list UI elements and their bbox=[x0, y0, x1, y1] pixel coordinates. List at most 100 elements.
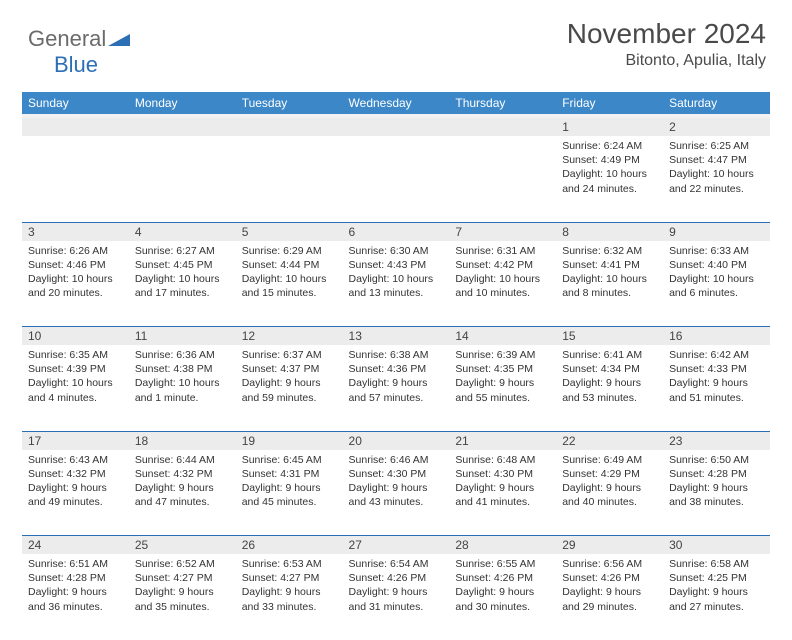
sunrise-line: Sunrise: 6:39 AM bbox=[455, 349, 535, 361]
weekday-header: Wednesday bbox=[343, 92, 450, 114]
day-details: Sunrise: 6:31 AMSunset: 4:42 PMDaylight:… bbox=[449, 241, 556, 307]
day-cell: Sunrise: 6:32 AMSunset: 4:41 PMDaylight:… bbox=[556, 241, 663, 327]
day-number-cell: 20 bbox=[343, 431, 450, 450]
sunset-line: Sunset: 4:27 PM bbox=[135, 572, 213, 584]
day-number-cell bbox=[129, 118, 236, 136]
header: General Blue November 2024 Bitonto, Apul… bbox=[22, 18, 770, 78]
day-cell: Sunrise: 6:31 AMSunset: 4:42 PMDaylight:… bbox=[449, 241, 556, 327]
sunset-line: Sunset: 4:28 PM bbox=[28, 572, 106, 584]
day-cell: Sunrise: 6:53 AMSunset: 4:27 PMDaylight:… bbox=[236, 554, 343, 640]
sunset-line: Sunset: 4:30 PM bbox=[455, 468, 533, 480]
day-details: Sunrise: 6:26 AMSunset: 4:46 PMDaylight:… bbox=[22, 241, 129, 307]
sunset-line: Sunset: 4:43 PM bbox=[349, 259, 427, 271]
sunrise-line: Sunrise: 6:35 AM bbox=[28, 349, 108, 361]
day-number-cell: 23 bbox=[663, 431, 770, 450]
logo-word1: General bbox=[28, 26, 106, 51]
sunset-line: Sunset: 4:41 PM bbox=[562, 259, 640, 271]
day-cell: Sunrise: 6:41 AMSunset: 4:34 PMDaylight:… bbox=[556, 345, 663, 431]
day-details: Sunrise: 6:35 AMSunset: 4:39 PMDaylight:… bbox=[22, 345, 129, 411]
daylight-line: Daylight: 10 hours and 6 minutes. bbox=[669, 273, 754, 299]
day-number-cell: 25 bbox=[129, 536, 236, 555]
day-cell: Sunrise: 6:27 AMSunset: 4:45 PMDaylight:… bbox=[129, 241, 236, 327]
day-cell: Sunrise: 6:35 AMSunset: 4:39 PMDaylight:… bbox=[22, 345, 129, 431]
day-cell: Sunrise: 6:43 AMSunset: 4:32 PMDaylight:… bbox=[22, 450, 129, 536]
day-cell bbox=[343, 136, 450, 222]
day-number-cell bbox=[343, 118, 450, 136]
day-number-cell bbox=[22, 118, 129, 136]
day-cell: Sunrise: 6:44 AMSunset: 4:32 PMDaylight:… bbox=[129, 450, 236, 536]
day-cell bbox=[236, 136, 343, 222]
sunset-line: Sunset: 4:25 PM bbox=[669, 572, 747, 584]
day-number-cell: 22 bbox=[556, 431, 663, 450]
sunset-line: Sunset: 4:30 PM bbox=[349, 468, 427, 480]
weekday-header: Tuesday bbox=[236, 92, 343, 114]
day-number-cell: 17 bbox=[22, 431, 129, 450]
day-cell: Sunrise: 6:58 AMSunset: 4:25 PMDaylight:… bbox=[663, 554, 770, 640]
weekday-header: Saturday bbox=[663, 92, 770, 114]
sunrise-line: Sunrise: 6:26 AM bbox=[28, 245, 108, 257]
daylight-line: Daylight: 9 hours and 33 minutes. bbox=[242, 586, 321, 612]
sunset-line: Sunset: 4:35 PM bbox=[455, 363, 533, 375]
day-cell: Sunrise: 6:33 AMSunset: 4:40 PMDaylight:… bbox=[663, 241, 770, 327]
day-number-cell: 16 bbox=[663, 327, 770, 346]
sunrise-line: Sunrise: 6:46 AM bbox=[349, 454, 429, 466]
sunrise-line: Sunrise: 6:50 AM bbox=[669, 454, 749, 466]
daylight-line: Daylight: 9 hours and 57 minutes. bbox=[349, 377, 428, 403]
sunset-line: Sunset: 4:45 PM bbox=[135, 259, 213, 271]
day-details: Sunrise: 6:45 AM Sunset: 4:31 PM Daylight:… bbox=[236, 450, 343, 516]
day-details: Sunrise: 6:46 AMSunset: 4:30 PMDaylight:… bbox=[343, 450, 450, 516]
daylight-line: Daylight: 9 hours and 41 minutes. bbox=[455, 482, 534, 508]
sunset-line: Sunset: 4:26 PM bbox=[349, 572, 427, 584]
sunset-line: Sunset: 4:42 PM bbox=[455, 259, 533, 271]
day-number-cell: 30 bbox=[663, 536, 770, 555]
sunrise-line: Sunrise: 6:45 AM bbox=[242, 454, 322, 466]
weekday-header: Monday bbox=[129, 92, 236, 114]
sunrise-line: Sunrise: 6:32 AM bbox=[562, 245, 642, 257]
logo-triangle-icon bbox=[108, 26, 130, 52]
day-cell: Sunrise: 6:49 AMSunset: 4:29 PMDaylight:… bbox=[556, 450, 663, 536]
daylight-line: Daylight: 10 hours and 20 minutes. bbox=[28, 273, 113, 299]
sunrise-line: Sunrise: 6:56 AM bbox=[562, 558, 642, 570]
day-cell: Sunrise: 6:26 AMSunset: 4:46 PMDaylight:… bbox=[22, 241, 129, 327]
day-details: Sunrise: 6:48 AMSunset: 4:30 PMDaylight:… bbox=[449, 450, 556, 516]
daylight-line: Daylight: 9 hours and 29 minutes. bbox=[562, 586, 641, 612]
day-cell: Sunrise: 6:37 AMSunset: 4:37 PMDaylight:… bbox=[236, 345, 343, 431]
weekday-header-row: SundayMondayTuesdayWednesdayThursdayFrid… bbox=[22, 92, 770, 114]
day-cell: Sunrise: 6:54 AMSunset: 4:26 PMDaylight:… bbox=[343, 554, 450, 640]
day-number-cell: 19 bbox=[236, 431, 343, 450]
daylight-line: Daylight: 9 hours and 49 minutes. bbox=[28, 482, 107, 508]
day-number-cell: 13 bbox=[343, 327, 450, 346]
day-number-cell: 29 bbox=[556, 536, 663, 555]
day-cell: Sunrise: 6:30 AMSunset: 4:43 PMDaylight:… bbox=[343, 241, 450, 327]
day-cell bbox=[22, 136, 129, 222]
logo-text: General Blue bbox=[28, 24, 130, 78]
day-details: Sunrise: 6:37 AMSunset: 4:37 PMDaylight:… bbox=[236, 345, 343, 411]
day-number-cell: 5 bbox=[236, 222, 343, 241]
day-cell: Sunrise: 6:39 AM Sunset: 4:35 PM Daylight:… bbox=[449, 345, 556, 431]
sunset-line: Sunset: 4:26 PM bbox=[455, 572, 533, 584]
day-details: Sunrise: 6:44 AMSunset: 4:32 PMDaylight:… bbox=[129, 450, 236, 516]
sunrise-line: Sunrise: 6:25 AM bbox=[669, 140, 749, 152]
weekday-header: Thursday bbox=[449, 92, 556, 114]
sunset-line: Sunset: 4:31 PM bbox=[242, 468, 320, 480]
sunset-line: Sunset: 4:47 PM bbox=[669, 154, 747, 166]
daylight-line: Daylight: 9 hours and 30 minutes. bbox=[455, 586, 534, 612]
day-cell: Sunrise: 6:52 AMSunset: 4:27 PMDaylight:… bbox=[129, 554, 236, 640]
daylight-line: Daylight: 9 hours and 55 minutes. bbox=[455, 377, 534, 403]
daylight-line: Daylight: 10 hours and 15 minutes. bbox=[242, 273, 327, 299]
day-details: Sunrise: 6:41 AMSunset: 4:34 PMDaylight:… bbox=[556, 345, 663, 411]
day-cell: Sunrise: 6:24 AMSunset: 4:49 PMDaylight:… bbox=[556, 136, 663, 222]
day-number-cell: 28 bbox=[449, 536, 556, 555]
day-cell bbox=[129, 136, 236, 222]
day-details: Sunrise: 6:51 AMSunset: 4:28 PMDaylight:… bbox=[22, 554, 129, 620]
calendar-table: SundayMondayTuesdayWednesdayThursdayFrid… bbox=[22, 92, 770, 640]
day-details: Sunrise: 6:55 AMSunset: 4:26 PMDaylight:… bbox=[449, 554, 556, 620]
sunrise-line: Sunrise: 6:54 AM bbox=[349, 558, 429, 570]
daylight-line: Daylight: 10 hours and 1 minute. bbox=[135, 377, 220, 403]
daylight-line: Daylight: 9 hours and 45 minutes. bbox=[242, 482, 321, 508]
day-details: Sunrise: 6:43 AMSunset: 4:32 PMDaylight:… bbox=[22, 450, 129, 516]
sunset-line: Sunset: 4:49 PM bbox=[562, 154, 640, 166]
day-number-cell: 4 bbox=[129, 222, 236, 241]
day-cell: Sunrise: 6:55 AMSunset: 4:26 PMDaylight:… bbox=[449, 554, 556, 640]
sunrise-line: Sunrise: 6:58 AM bbox=[669, 558, 749, 570]
